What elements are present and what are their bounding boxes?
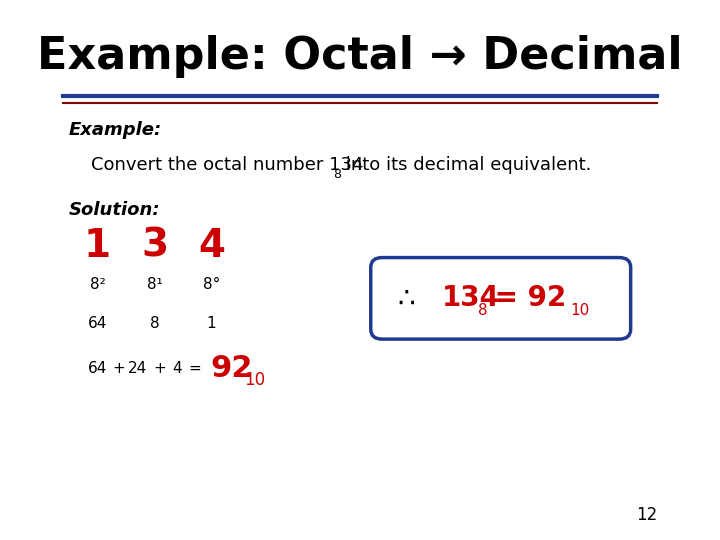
Text: Example:: Example: xyxy=(69,120,162,139)
Text: = 92: = 92 xyxy=(485,285,566,312)
Text: 3: 3 xyxy=(141,227,168,265)
Text: Convert the octal number 134: Convert the octal number 134 xyxy=(91,156,364,174)
Text: 1: 1 xyxy=(84,227,111,265)
Text: 8: 8 xyxy=(333,168,341,181)
Text: +: + xyxy=(153,361,166,376)
Text: =: = xyxy=(188,361,201,376)
Text: +: + xyxy=(112,361,125,376)
Text: 8: 8 xyxy=(478,303,488,318)
Text: Solution:: Solution: xyxy=(69,200,161,219)
FancyBboxPatch shape xyxy=(371,258,631,339)
Text: 8¹: 8¹ xyxy=(147,277,162,292)
Text: 24: 24 xyxy=(127,361,147,376)
Text: ∴: ∴ xyxy=(397,285,415,312)
Text: 10: 10 xyxy=(570,303,589,318)
Text: 4: 4 xyxy=(172,361,181,376)
Text: 4: 4 xyxy=(198,227,225,265)
Text: 64: 64 xyxy=(88,316,107,332)
Text: into its decimal equivalent.: into its decimal equivalent. xyxy=(340,156,591,174)
Text: 64: 64 xyxy=(88,361,107,376)
Text: Example: Octal → Decimal: Example: Octal → Decimal xyxy=(37,35,683,78)
Text: 92: 92 xyxy=(210,354,253,383)
Text: 12: 12 xyxy=(636,506,657,524)
Text: 10: 10 xyxy=(244,371,266,389)
Text: 8°: 8° xyxy=(203,277,220,292)
Text: 8: 8 xyxy=(150,316,159,332)
Text: 8²: 8² xyxy=(90,277,105,292)
Text: 1: 1 xyxy=(207,316,216,332)
Text: 134: 134 xyxy=(442,285,500,312)
